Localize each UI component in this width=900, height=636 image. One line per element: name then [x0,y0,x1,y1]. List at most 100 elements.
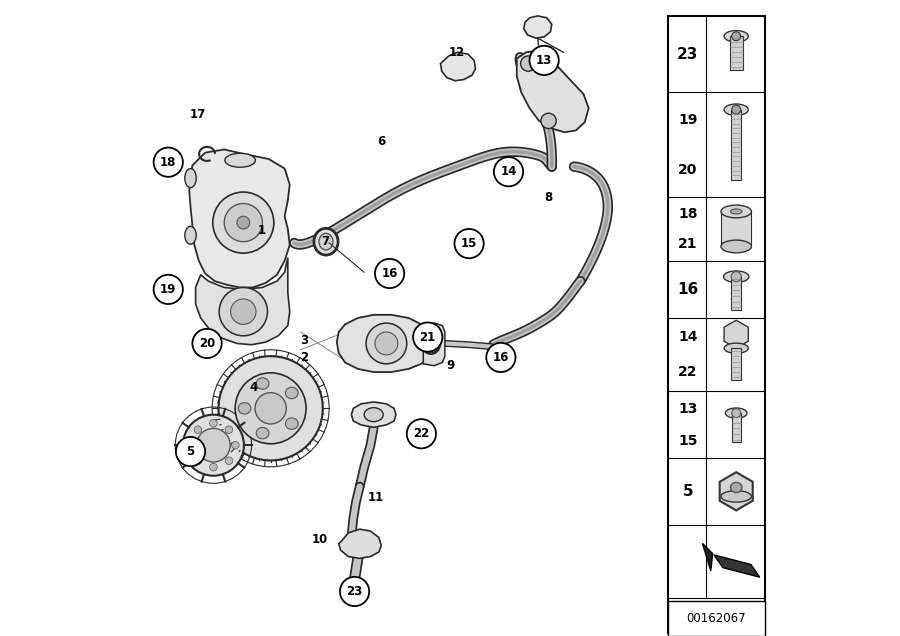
Text: 13: 13 [679,401,698,415]
Text: 23: 23 [677,46,698,62]
Circle shape [494,157,523,186]
Text: 18: 18 [678,207,698,221]
Text: 16: 16 [677,282,698,297]
Polygon shape [351,402,396,427]
Circle shape [224,204,263,242]
Text: 14: 14 [500,165,517,178]
Ellipse shape [256,427,269,439]
Text: 18: 18 [160,156,176,169]
Circle shape [154,275,183,304]
Circle shape [193,329,221,358]
Text: 10: 10 [312,533,328,546]
Text: 13: 13 [536,54,553,67]
Text: 7: 7 [321,235,329,248]
Circle shape [454,229,483,258]
Ellipse shape [238,403,251,414]
Text: 20: 20 [679,163,698,177]
Text: 15: 15 [678,434,698,448]
Circle shape [520,56,536,71]
Ellipse shape [724,104,748,116]
Bar [731,109,742,180]
Ellipse shape [225,153,256,167]
Polygon shape [724,320,748,348]
Circle shape [230,299,256,324]
Circle shape [732,105,741,114]
Ellipse shape [724,343,748,354]
Ellipse shape [184,169,196,188]
Ellipse shape [724,31,748,42]
Text: 21: 21 [678,237,698,251]
Circle shape [194,457,202,464]
Text: 17: 17 [189,108,205,121]
Text: 22: 22 [678,365,698,379]
Bar [721,211,752,247]
Ellipse shape [721,205,752,218]
Ellipse shape [725,408,747,418]
Ellipse shape [285,418,298,429]
Circle shape [154,148,183,177]
Polygon shape [195,258,290,345]
Text: 19: 19 [679,113,698,127]
Text: 9: 9 [446,359,455,372]
Polygon shape [189,149,290,287]
Ellipse shape [731,482,742,492]
Bar [731,348,742,380]
Circle shape [187,441,195,449]
Circle shape [340,577,369,606]
Polygon shape [423,323,445,366]
Circle shape [413,322,443,352]
Bar [732,413,741,443]
Circle shape [375,259,404,288]
Ellipse shape [285,387,298,399]
Polygon shape [703,543,713,571]
Circle shape [183,415,244,476]
Circle shape [219,356,323,460]
Text: 14: 14 [678,330,698,344]
Bar [730,36,742,70]
Polygon shape [337,315,432,372]
Text: 23: 23 [346,585,363,598]
Text: 4: 4 [249,382,257,394]
Circle shape [366,323,407,364]
Circle shape [732,32,741,41]
Text: 15: 15 [461,237,477,250]
Circle shape [731,272,742,282]
Ellipse shape [314,228,338,255]
Circle shape [529,46,559,75]
Polygon shape [517,51,589,132]
Circle shape [194,426,202,434]
Polygon shape [714,555,760,577]
Text: 5: 5 [186,445,194,458]
Ellipse shape [184,226,196,244]
Text: 1: 1 [258,224,266,237]
Ellipse shape [422,333,440,354]
Circle shape [210,464,217,471]
Circle shape [486,343,516,372]
Ellipse shape [721,491,752,502]
Circle shape [375,332,398,355]
Text: 5: 5 [682,484,693,499]
Text: 21: 21 [419,331,436,343]
Circle shape [176,437,205,466]
Circle shape [225,426,233,434]
Circle shape [732,408,741,417]
Text: 16: 16 [492,351,509,364]
Text: 12: 12 [449,46,465,59]
Text: 6: 6 [377,135,385,148]
Text: 22: 22 [413,427,429,440]
Polygon shape [524,16,552,38]
Text: 16: 16 [382,267,398,280]
Circle shape [231,441,239,449]
Circle shape [196,429,230,462]
Circle shape [210,419,217,427]
Polygon shape [440,52,475,81]
Circle shape [237,216,249,229]
Bar [668,16,765,633]
Text: 3: 3 [301,334,309,347]
Circle shape [235,373,306,444]
Ellipse shape [731,209,742,214]
Text: 00162067: 00162067 [687,612,746,625]
Text: 19: 19 [160,283,176,296]
Ellipse shape [724,271,749,282]
Circle shape [407,419,436,448]
